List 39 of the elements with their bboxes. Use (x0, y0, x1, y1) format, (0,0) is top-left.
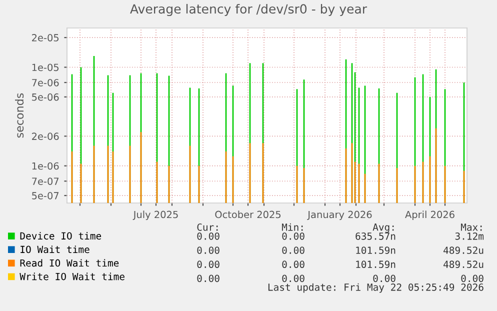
text: 0.00 (373, 274, 396, 282)
text: 489.52u (444, 246, 484, 254)
x-tick-label: October 2025 (215, 210, 281, 218)
text: 635.57n (356, 232, 396, 240)
legend-label: Device IO time (20, 232, 102, 240)
text: 101.59n (356, 246, 396, 254)
text: Min: (282, 223, 303, 231)
x-tick-label: April 2026 (405, 210, 454, 220)
text: 489.52u (444, 260, 484, 268)
y-tick-label: 2e-06 (32, 132, 59, 140)
text: 3.12m (455, 232, 484, 240)
chart-title: Average latency for /dev/sr0 - by year (130, 4, 368, 16)
text: Max: (460, 224, 482, 231)
y-tick-label: 2e-05 (32, 34, 59, 42)
text: 0.00 (282, 232, 304, 240)
text: Cur: (197, 223, 218, 231)
legend-label: Read IO Wait time (20, 259, 119, 267)
text: 0.00 (197, 246, 220, 254)
text: 101.59n (356, 260, 396, 268)
x-tick-label: January 2026 (307, 210, 372, 220)
text: 0.00 (197, 274, 220, 282)
text: 0.00 (197, 232, 220, 240)
y-tick-label: 1e-05 (32, 64, 59, 72)
y-tick-label: 5e-06 (32, 93, 59, 101)
text: 0.00 (282, 246, 304, 254)
y-tick-label: 1e-06 (32, 162, 59, 170)
text: Last update: Fri May 22 05:25:49 2026 (268, 283, 484, 293)
y-tick-label: 5e-07 (32, 192, 59, 200)
x-tick-label: July 2025 (132, 210, 178, 220)
text: 0.00 (282, 274, 304, 282)
text: 0.00 (282, 260, 304, 268)
text: Avg: (372, 224, 394, 233)
y-tick-label: 7e-06 (32, 78, 59, 86)
y-tick-label: 7e-07 (32, 178, 59, 185)
text: 0.00 (461, 274, 484, 282)
legend-label: IO Wait time (20, 246, 90, 254)
y-axis-title: seconds (15, 93, 24, 138)
text: 0.00 (197, 260, 220, 268)
legend-label: Write IO Wait time (20, 272, 124, 280)
